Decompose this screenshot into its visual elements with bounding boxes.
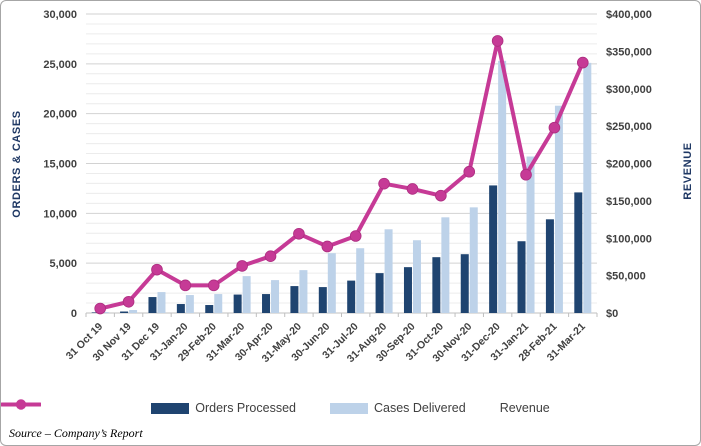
left-axis-tick-label: 0: [71, 308, 77, 320]
revenue-line-marker-icon: [1, 399, 41, 410]
bar-cases-delivered-4: [214, 294, 223, 313]
bar-cases-delivered-0: [100, 312, 109, 313]
bar-cases-delivered-16: [554, 105, 563, 314]
revenue-marker-2: [151, 263, 163, 276]
left-axis-title: ORDERS & CASES: [11, 110, 23, 217]
bar-orders-processed-14: [489, 185, 498, 313]
right-axis-tick-label: $400,000: [606, 9, 652, 21]
left-axis-tick-label: 15,000: [43, 159, 77, 171]
bar-orders-processed-15: [517, 241, 526, 313]
orders-processed-swatch-icon: [151, 402, 190, 414]
bar-cases-delivered-11: [412, 240, 421, 313]
legend-label-orders-processed: Orders Processed: [195, 401, 296, 415]
bar-orders-processed-0: [91, 312, 100, 313]
left-axis-tick-label: 5,000: [49, 258, 77, 270]
revenue-marker-5: [236, 260, 248, 272]
revenue-marker-7: [293, 227, 305, 240]
bar-orders-processed-10: [375, 273, 384, 313]
left-axis-tick-label: 10,000: [43, 208, 77, 220]
revenue-marker-17: [577, 56, 589, 69]
revenue-marker-0: [94, 302, 106, 315]
legend-label-cases-delivered: Cases Delivered: [373, 401, 466, 415]
bar-cases-delivered-15: [526, 156, 535, 313]
revenue-marker-10: [378, 177, 390, 190]
revenue-marker-11: [406, 183, 419, 195]
right-axis-title: REVENUE: [682, 142, 694, 199]
bar-cases-delivered-6: [271, 280, 280, 313]
revenue-marker-14: [491, 35, 504, 47]
bar-orders-processed-9: [347, 280, 356, 313]
bar-orders-processed-11: [403, 267, 412, 313]
bar-cases-delivered-7: [299, 270, 308, 313]
revenue-marker-12: [435, 189, 447, 202]
right-axis-tick-label: $100,000: [606, 233, 652, 245]
right-axis-tick-label: $250,000: [606, 121, 652, 133]
right-axis-tick-label: $50,000: [606, 271, 646, 283]
bar-orders-processed-3: [176, 304, 185, 313]
right-axis-tick-label: $150,000: [606, 196, 652, 208]
bar-orders-processed-6: [262, 294, 271, 313]
left-axis-tick-label: 25,000: [43, 59, 77, 71]
bar-orders-processed-7: [290, 286, 299, 313]
bar-cases-delivered-12: [441, 217, 450, 313]
cases-delivered-swatch-icon: [329, 402, 368, 414]
revenue-marker-6: [264, 250, 277, 262]
revenue-marker-13: [463, 165, 476, 178]
revenue-marker-4: [207, 279, 220, 292]
bar-orders-processed-4: [205, 305, 214, 313]
right-axis-tick-label: $350,000: [606, 46, 652, 58]
revenue-marker-1: [122, 295, 135, 308]
left-axis-tick-label: 30,000: [43, 9, 77, 21]
revenue-marker-9: [349, 230, 362, 242]
revenue-marker-8: [321, 240, 334, 253]
right-axis-tick-label: $300,000: [606, 84, 652, 96]
source-note: Source – Company’s Report: [9, 426, 143, 440]
legend: Orders Processed Cases Delivered Revenue: [1, 398, 700, 418]
revenue-marker-3: [179, 279, 192, 292]
legend-item-cases-delivered: Cases Delivered: [329, 401, 466, 415]
bar-orders-processed-8: [318, 287, 327, 313]
right-axis-tick-label: $200,000: [606, 159, 652, 171]
legend-label-revenue: Revenue: [499, 401, 550, 415]
bar-cases-delivered-9: [356, 248, 365, 313]
bar-cases-delivered-1: [129, 310, 138, 313]
bar-cases-delivered-13: [469, 207, 478, 313]
bar-cases-delivered-3: [185, 295, 194, 313]
bar-orders-processed-12: [432, 257, 441, 313]
legend-item-orders-processed: Orders Processed: [151, 401, 296, 415]
bar-cases-delivered-8: [327, 253, 336, 313]
bar-orders-processed-2: [148, 297, 157, 313]
bar-orders-processed-5: [233, 294, 242, 313]
bar-cases-delivered-2: [157, 292, 166, 313]
revenue-marker-16: [548, 121, 561, 134]
bar-cases-delivered-5: [242, 276, 251, 313]
right-axis-tick-label: $0: [606, 308, 618, 320]
revenue-line: [98, 38, 585, 311]
legend-item-revenue: Revenue: [1, 399, 550, 415]
bar-cases-delivered-10: [384, 229, 393, 313]
left-axis-tick-label: 20,000: [43, 109, 77, 121]
bar-orders-processed-17: [574, 192, 583, 313]
revenue-marker-15: [520, 168, 532, 181]
bar-orders-processed-13: [460, 254, 469, 313]
bar-orders-processed-1: [120, 311, 129, 313]
bar-orders-processed-16: [545, 219, 554, 313]
bar-cases-delivered-14: [498, 60, 507, 313]
bar-cases-delivered-17: [583, 62, 592, 313]
